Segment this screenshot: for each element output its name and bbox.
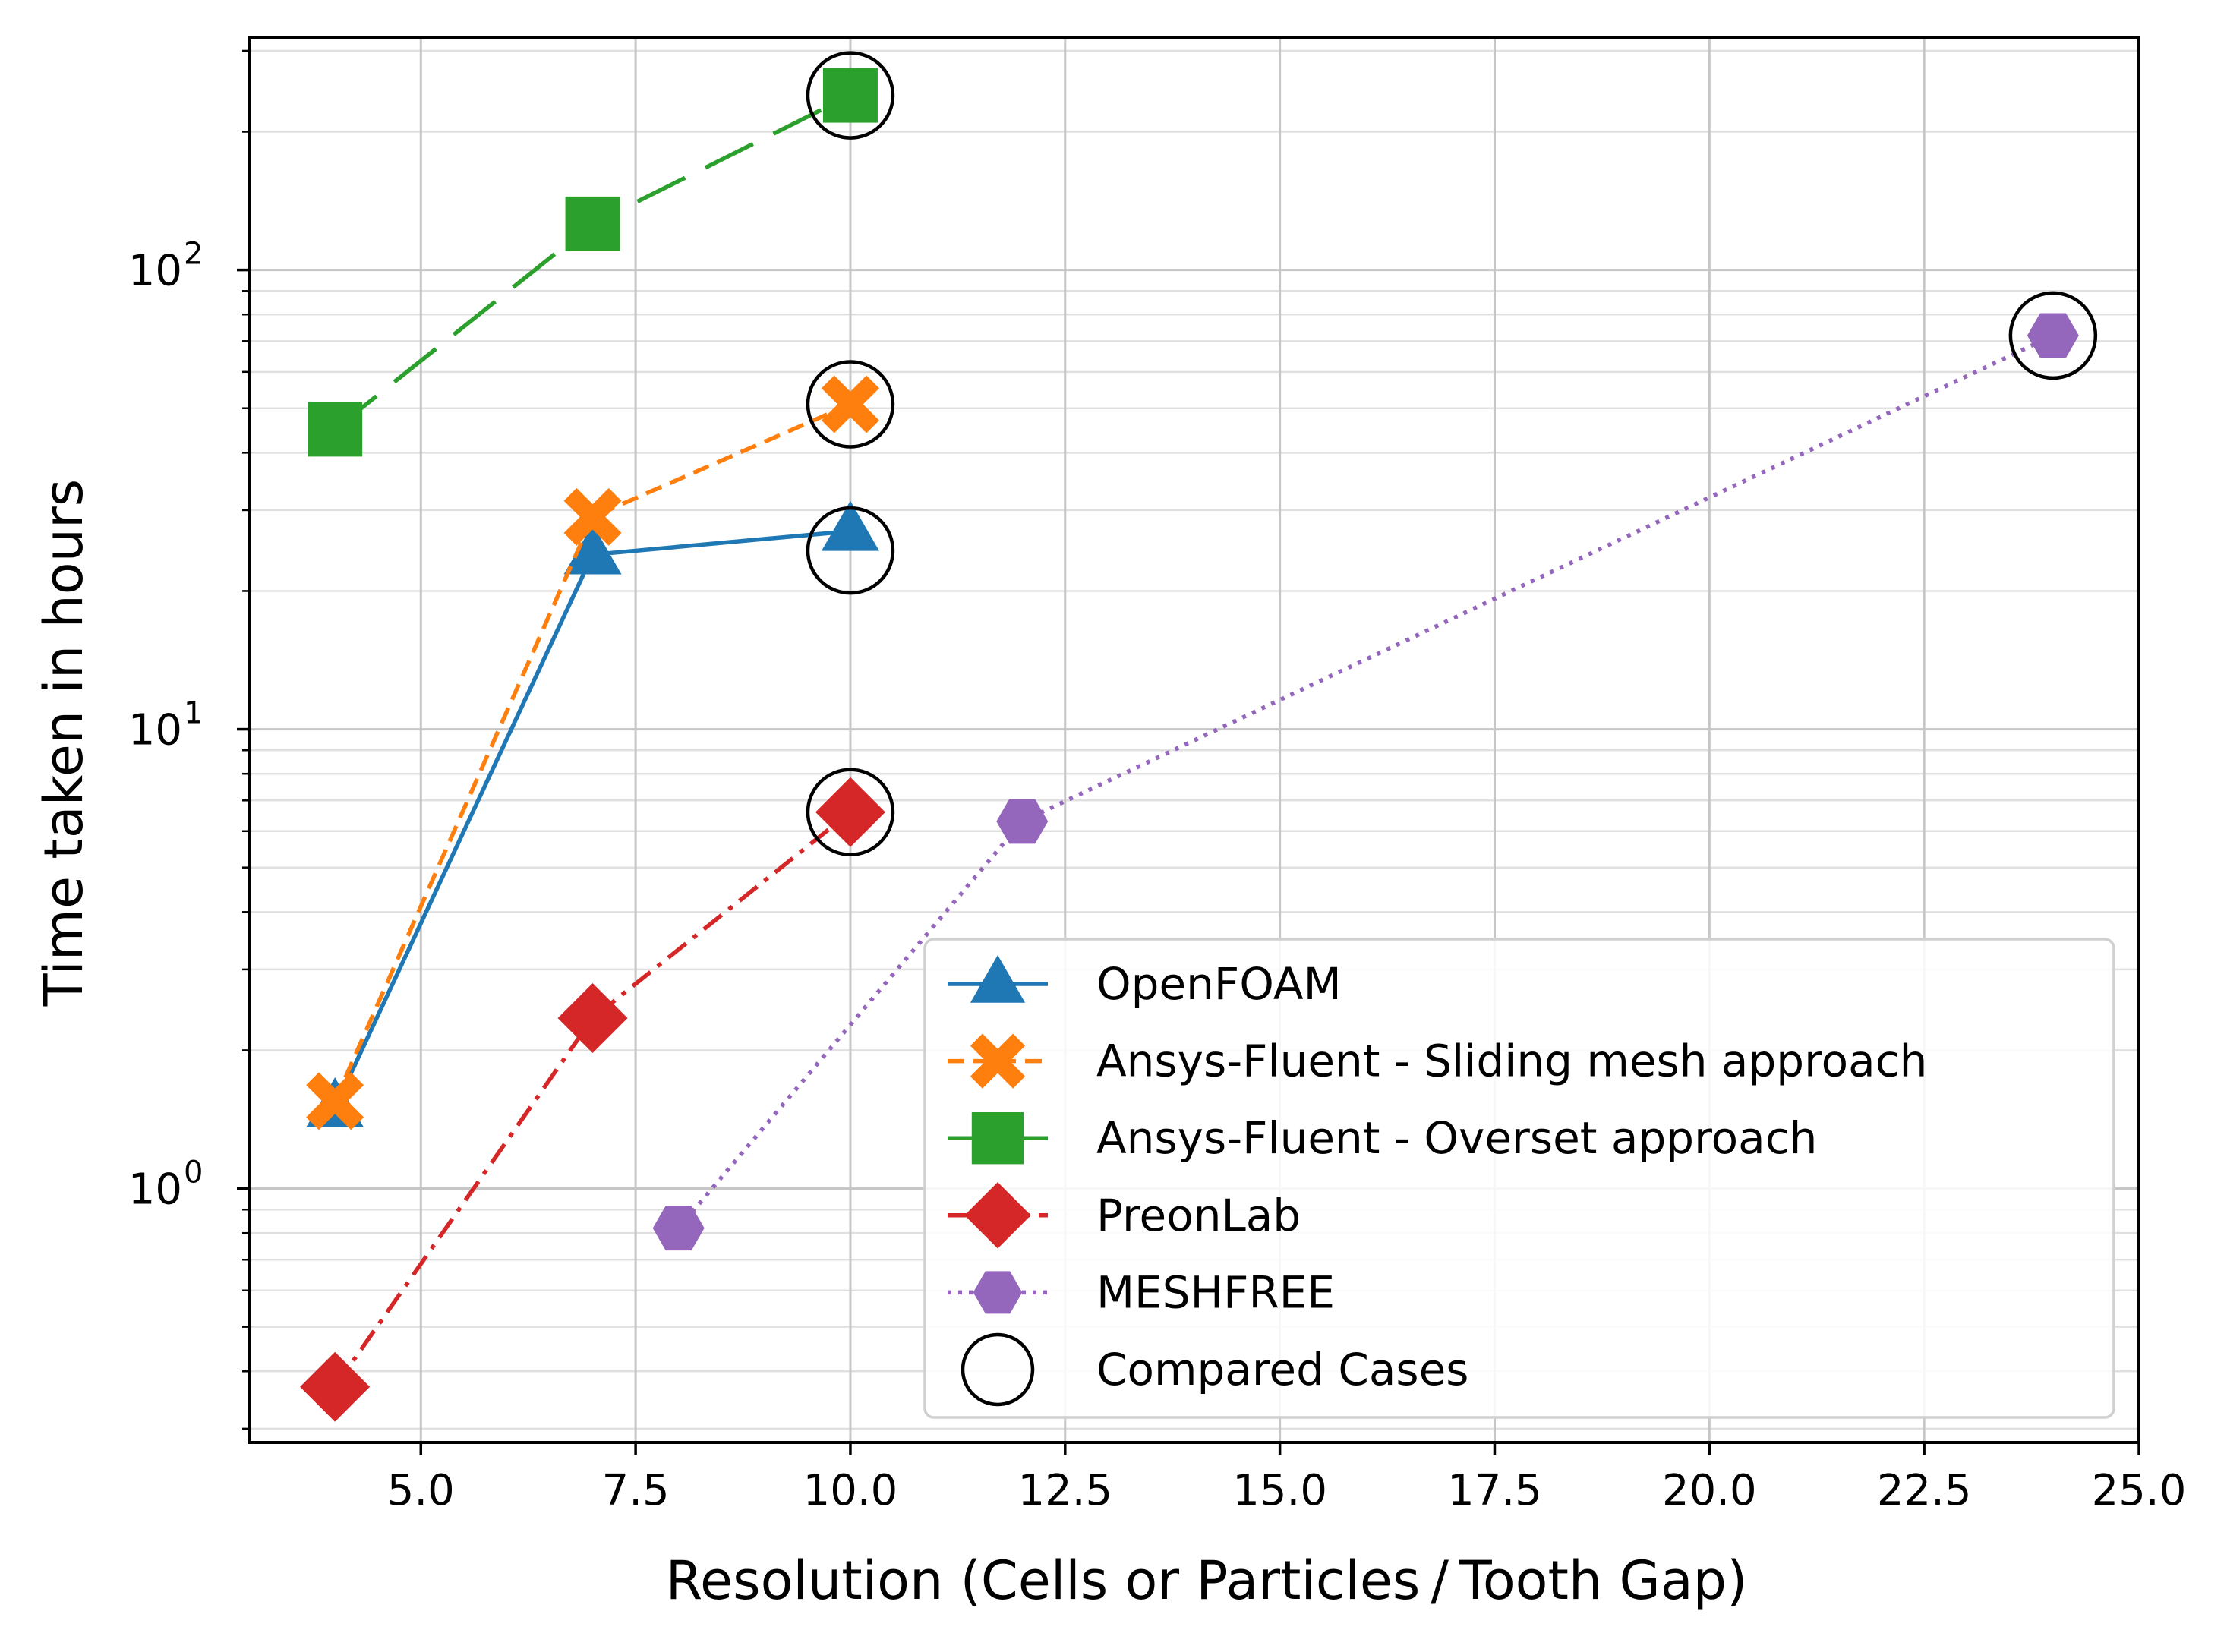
x-tick-label: 5.0 bbox=[387, 1466, 455, 1515]
axes-frame bbox=[248, 36, 2140, 1444]
x-marker bbox=[821, 375, 879, 433]
x-tick-label: 12.5 bbox=[1017, 1466, 1112, 1515]
compared-case-circle-marker bbox=[961, 1332, 1035, 1407]
y-tick-label-base: 10 bbox=[128, 706, 182, 755]
y-tick-label-exponent: 2 bbox=[184, 237, 203, 272]
legend-label: OpenFOAM bbox=[1096, 958, 1342, 1010]
legend-label: Compared Cases bbox=[1096, 1344, 1469, 1395]
hexagon-marker bbox=[973, 1271, 1023, 1314]
axes-border bbox=[248, 36, 2140, 1444]
x-marker bbox=[563, 487, 622, 546]
compared-case-circle-marker bbox=[806, 360, 895, 449]
y-tick-label-base: 10 bbox=[128, 247, 182, 296]
x-marker bbox=[970, 1033, 1026, 1089]
x-tick-label: 7.5 bbox=[602, 1466, 670, 1515]
legend-entry-openfoam: OpenFOAM bbox=[948, 955, 1342, 1010]
series-meshfree bbox=[652, 313, 2079, 1251]
x-tick-label: 10.0 bbox=[803, 1466, 898, 1515]
legend-label: MESHFREE bbox=[1096, 1266, 1335, 1318]
diamond-marker bbox=[964, 1182, 1031, 1249]
square-marker bbox=[822, 68, 878, 123]
legend-entry-compared-cases: Compared Cases bbox=[961, 1332, 1469, 1407]
compared-case-circle-marker bbox=[806, 51, 895, 140]
legend-label: PreonLab bbox=[1096, 1190, 1301, 1241]
y-tick-label-base: 10 bbox=[128, 1165, 182, 1215]
hexagon-marker bbox=[652, 1206, 705, 1251]
hexagon-marker bbox=[996, 799, 1049, 844]
square-marker bbox=[565, 196, 620, 251]
legend-label: Ansys-Fluent - Sliding mesh approach bbox=[1096, 1036, 1927, 1087]
legend-entry-ansys-fluent-sliding-mesh-approach: Ansys-Fluent - Sliding mesh approach bbox=[948, 1033, 1927, 1089]
legend-entry-preonlab: PreonLab bbox=[948, 1182, 1301, 1249]
legend-label: Ansys-Fluent - Overset approach bbox=[1096, 1112, 1817, 1164]
legend: OpenFOAM Ansys-Fluent - Sliding mesh appr… bbox=[923, 938, 2115, 1419]
x-marker bbox=[306, 1072, 364, 1130]
triangle-marker bbox=[970, 955, 1026, 1003]
diamond-marker bbox=[557, 983, 628, 1054]
series-layer bbox=[300, 68, 2079, 1422]
x-tick-label: 20.0 bbox=[1662, 1466, 1757, 1515]
square-marker bbox=[971, 1112, 1024, 1165]
y-axis-label: Time taken in hours bbox=[33, 479, 95, 1007]
triangle-marker bbox=[821, 500, 879, 551]
hexagon-marker bbox=[2027, 313, 2079, 358]
x-tick-label: 15.0 bbox=[1232, 1466, 1327, 1515]
diamond-marker bbox=[815, 777, 885, 847]
compared-case-circle-marker bbox=[806, 506, 895, 595]
x-tick-label: 22.5 bbox=[1877, 1466, 1972, 1515]
x-tick-label: 17.5 bbox=[1447, 1466, 1542, 1515]
series-line bbox=[333, 402, 852, 1102]
series-line bbox=[333, 810, 852, 1389]
compared-case-circle-marker bbox=[806, 768, 895, 856]
legend-entry-meshfree: MESHFREE bbox=[948, 1266, 1335, 1318]
compared-case-circle-marker bbox=[2008, 291, 2098, 380]
square-marker bbox=[308, 402, 363, 457]
legend-entry-ansys-fluent-overset-approach: Ansys-Fluent - Overset approach bbox=[948, 1112, 1817, 1165]
series-ansys-fluent-overset-approach bbox=[308, 68, 878, 457]
compared-cases-layer bbox=[806, 51, 2098, 856]
x-axis-label: Resolution (Cells or Particles / Tooth G… bbox=[666, 1550, 1748, 1612]
y-tick-label-exponent: 0 bbox=[184, 1155, 203, 1190]
series-preonlab bbox=[300, 777, 885, 1422]
y-tick-label-exponent: 1 bbox=[184, 696, 203, 731]
triangle-marker bbox=[563, 524, 622, 575]
x-axis: 5.0 7.5 10.0 12.5 15.0 17.5 20.0 22.5 25.0 bbox=[387, 1442, 2187, 1515]
diamond-marker bbox=[300, 1351, 371, 1422]
legend-box bbox=[923, 938, 2115, 1419]
series-ansys-fluent-sliding-mesh-approach bbox=[306, 375, 879, 1130]
x-tick-label: 25.0 bbox=[2092, 1466, 2187, 1515]
